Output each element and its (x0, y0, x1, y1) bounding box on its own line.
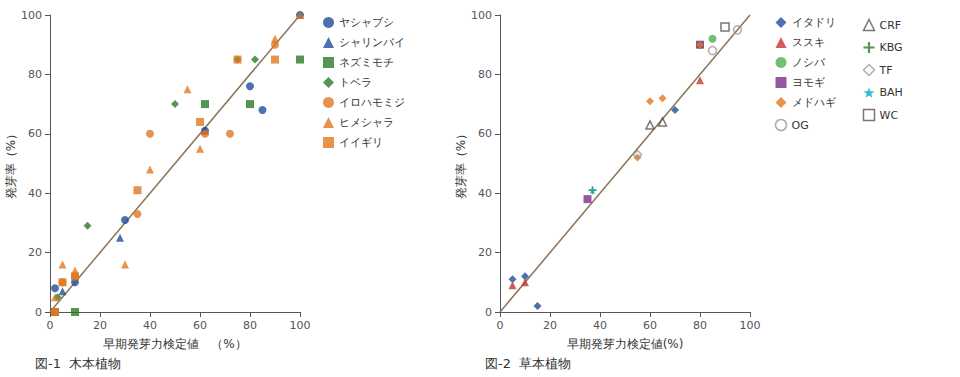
svg-text:早期発芽力検定値(%): 早期発芽力検定値(%) (567, 337, 684, 351)
svg-text:イロハモミジ: イロハモミジ (339, 96, 405, 109)
svg-text:OG: OG (792, 119, 809, 132)
svg-text:100: 100 (21, 9, 42, 22)
svg-text:TF: TF (879, 64, 893, 77)
svg-text:シャリンバイ: シャリンバイ (339, 36, 405, 49)
svg-text:BAH: BAH (880, 86, 903, 99)
svg-text:メドハギ: メドハギ (792, 96, 836, 109)
svg-text:ノシバ: ノシバ (792, 56, 826, 69)
svg-text:早期発芽力検定値 （%）: 早期発芽力検定値 （%） (103, 337, 246, 351)
svg-text:発芽率（%）: 発芽率（%） (454, 128, 468, 199)
svg-text:ネズミモチ: ネズミモチ (339, 56, 394, 69)
svg-text:ススキ: ススキ (792, 36, 825, 49)
svg-text:0: 0 (47, 319, 54, 332)
svg-text:WC: WC (880, 109, 899, 122)
svg-text:40: 40 (143, 319, 157, 332)
svg-text:60: 60 (643, 319, 657, 332)
svg-text:イイギリ: イイギリ (339, 136, 383, 149)
svg-text:0: 0 (485, 306, 492, 319)
svg-text:60: 60 (28, 127, 42, 140)
svg-text:40: 40 (593, 319, 607, 332)
svg-text:40: 40 (28, 187, 42, 200)
svg-text:20: 20 (93, 319, 107, 332)
svg-text:20: 20 (543, 319, 557, 332)
svg-text:80: 80 (243, 319, 257, 332)
svg-text:100: 100 (290, 319, 311, 332)
svg-text:CRF: CRF (880, 19, 902, 32)
svg-text:図-2 草本植物: 図-2 草本植物 (485, 356, 571, 371)
svg-text:100: 100 (740, 319, 761, 332)
svg-text:0: 0 (497, 319, 504, 332)
svg-text:40: 40 (478, 187, 492, 200)
svg-text:0: 0 (35, 306, 42, 319)
svg-text:トベラ: トベラ (339, 76, 372, 89)
svg-text:ヨモギ: ヨモギ (792, 76, 825, 89)
svg-text:ヒメシャラ: ヒメシャラ (339, 116, 394, 129)
svg-text:発芽率（%）: 発芽率（%） (4, 128, 18, 199)
svg-text:図-1 木本植物: 図-1 木本植物 (35, 356, 121, 371)
svg-text:KBG: KBG (880, 41, 903, 54)
svg-text:80: 80 (478, 68, 492, 81)
svg-text:イタドリ: イタドリ (792, 16, 836, 29)
svg-text:80: 80 (693, 319, 707, 332)
svg-text:60: 60 (193, 319, 207, 332)
svg-text:ヤシャブシ: ヤシャブシ (339, 16, 394, 29)
svg-text:60: 60 (478, 127, 492, 140)
svg-text:20: 20 (478, 246, 492, 259)
svg-text:20: 20 (28, 246, 42, 259)
svg-text:100: 100 (471, 9, 492, 22)
svg-text:80: 80 (28, 68, 42, 81)
